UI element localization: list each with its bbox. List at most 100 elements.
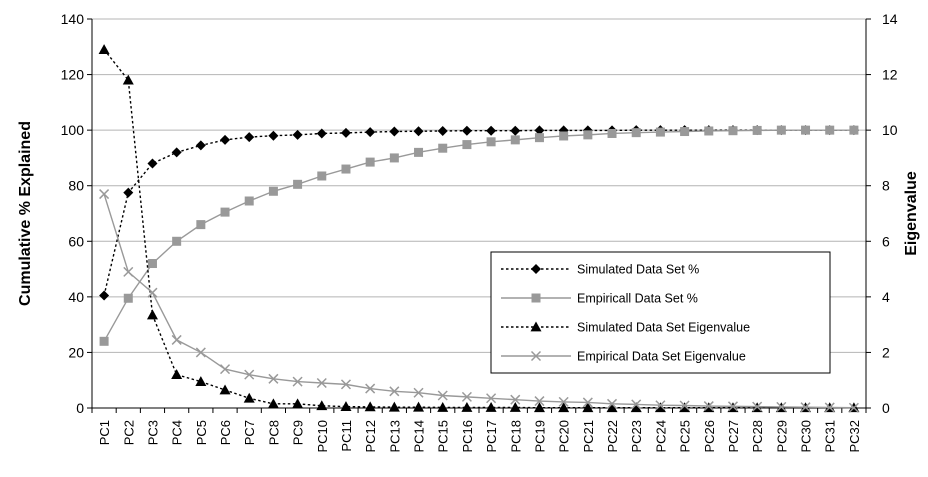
x-tick-label: PC3 <box>145 420 160 445</box>
data-point <box>195 140 206 151</box>
data-point <box>437 390 448 401</box>
data-point <box>365 383 376 394</box>
data-point <box>680 127 690 137</box>
data-point <box>341 164 351 174</box>
x-tick-label: PC27 <box>726 420 741 453</box>
data-point <box>389 126 400 137</box>
legend-marker <box>530 321 542 332</box>
data-point <box>703 401 714 412</box>
y-tick-label: 120 <box>61 67 85 83</box>
data-point <box>123 187 134 198</box>
legend-label: Empiricall Data Set % <box>577 292 698 306</box>
x-tick-label: PC24 <box>653 420 668 453</box>
data-point <box>365 127 376 138</box>
y2-axis-title: Eigenvalue <box>903 171 920 256</box>
x-tick-label: PC10 <box>315 420 330 453</box>
y-axis-title: Cumulative % Explained <box>17 121 34 306</box>
data-point <box>388 401 400 412</box>
x-tick-label: PC17 <box>484 420 499 453</box>
y2-tick-label: 4 <box>882 289 890 305</box>
data-point <box>292 129 303 140</box>
data-point <box>413 401 425 412</box>
y-tick-label: 40 <box>68 289 84 305</box>
data-point <box>243 392 255 403</box>
data-point <box>486 393 497 404</box>
data-point <box>534 125 545 136</box>
y2-tick-label: 2 <box>882 344 890 360</box>
data-point <box>510 394 521 405</box>
x-tick-label: PC23 <box>629 420 644 453</box>
data-point <box>655 400 666 411</box>
data-point <box>534 396 545 407</box>
data-point <box>147 158 158 169</box>
data-point <box>389 386 400 397</box>
data-point <box>776 125 786 135</box>
x-tick-label: PC11 <box>339 420 354 452</box>
x-tick-label: PC19 <box>532 420 547 453</box>
data-point <box>340 127 351 138</box>
data-point <box>99 336 109 346</box>
data-point <box>801 125 811 135</box>
data-point <box>364 401 376 412</box>
data-point <box>99 189 110 200</box>
data-point <box>510 135 520 145</box>
data-point <box>558 402 570 413</box>
series-4 <box>99 189 859 413</box>
series-line <box>103 49 854 409</box>
series-2 <box>99 125 859 346</box>
data-point <box>267 398 279 409</box>
data-point <box>123 266 134 277</box>
data-point <box>533 402 545 413</box>
data-point <box>389 153 399 163</box>
x-tick-label: PC21 <box>581 420 596 453</box>
data-point <box>486 137 496 147</box>
legend-label: Empirical Data Set Eigenvalue <box>577 350 746 364</box>
data-point <box>461 401 473 412</box>
x-tick-label: PC31 <box>823 420 838 453</box>
data-point <box>292 376 303 387</box>
data-point <box>630 402 642 413</box>
data-point <box>220 364 231 375</box>
x-tick-label: PC12 <box>363 420 378 453</box>
x-tick-label: PC32 <box>847 420 862 453</box>
data-point <box>679 400 690 411</box>
x-tick-label: PC15 <box>436 420 451 453</box>
data-point <box>485 401 497 412</box>
data-point <box>195 347 206 358</box>
x-tick-label: PC22 <box>605 420 620 453</box>
y2-tick-label: 10 <box>882 122 898 138</box>
data-point <box>244 132 255 143</box>
x-tick-label: PC26 <box>702 420 717 453</box>
data-point <box>317 171 327 181</box>
data-point <box>99 290 110 301</box>
data-point <box>147 259 157 269</box>
x-tick-label: PC8 <box>266 420 281 445</box>
data-point <box>414 147 424 157</box>
data-point <box>607 398 618 409</box>
data-point <box>365 157 375 167</box>
x-tick-label: PC6 <box>218 420 233 445</box>
data-point <box>220 207 230 217</box>
data-point <box>583 130 593 140</box>
legend-label: Simulated Data Set % <box>577 263 699 277</box>
data-point <box>824 402 835 413</box>
y2-tick-label: 8 <box>882 178 890 194</box>
data-point <box>631 128 641 138</box>
data-point <box>509 401 521 412</box>
y-tick-label: 80 <box>68 178 84 194</box>
x-tick-label: PC5 <box>194 420 209 445</box>
y-tick-label: 140 <box>61 11 85 27</box>
data-point <box>147 287 158 298</box>
data-point <box>752 125 762 135</box>
data-point <box>486 125 497 136</box>
y-tick-label: 100 <box>61 122 85 138</box>
data-point <box>244 369 255 380</box>
data-point <box>340 379 351 390</box>
data-point <box>848 402 859 413</box>
tick-labels: 0 20 40 60 80 100 120 140 0 2 4 6 8 10 12 14 PC1 PC2 PC3 PC… <box>61 11 898 453</box>
data-point <box>510 125 521 136</box>
x-tick-label: PC14 <box>412 420 427 453</box>
legend-box <box>490 251 831 374</box>
data-point <box>268 373 279 384</box>
